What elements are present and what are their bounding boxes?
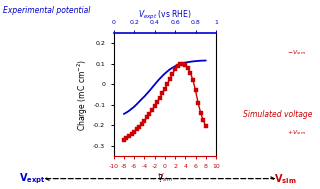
Text: $+V_{sim}$: $+V_{sim}$ xyxy=(287,128,306,137)
Text: ?: ? xyxy=(157,174,163,184)
Text: $\mathbf{V_{sim}}$: $\mathbf{V_{sim}}$ xyxy=(274,172,296,186)
Text: Experimental potential: Experimental potential xyxy=(3,6,91,15)
Y-axis label: Charge (mC cm$^{-2}$): Charge (mC cm$^{-2}$) xyxy=(76,58,90,131)
Text: Simulated voltage: Simulated voltage xyxy=(243,110,313,119)
X-axis label: $V_{sim}$: $V_{sim}$ xyxy=(156,171,173,184)
X-axis label: $V_{expt}$ (vs RHE): $V_{expt}$ (vs RHE) xyxy=(138,9,192,22)
Text: $-V_{sim}$: $-V_{sim}$ xyxy=(287,48,306,57)
Text: $\mathbf{V_{expt}}$: $\mathbf{V_{expt}}$ xyxy=(19,171,45,186)
